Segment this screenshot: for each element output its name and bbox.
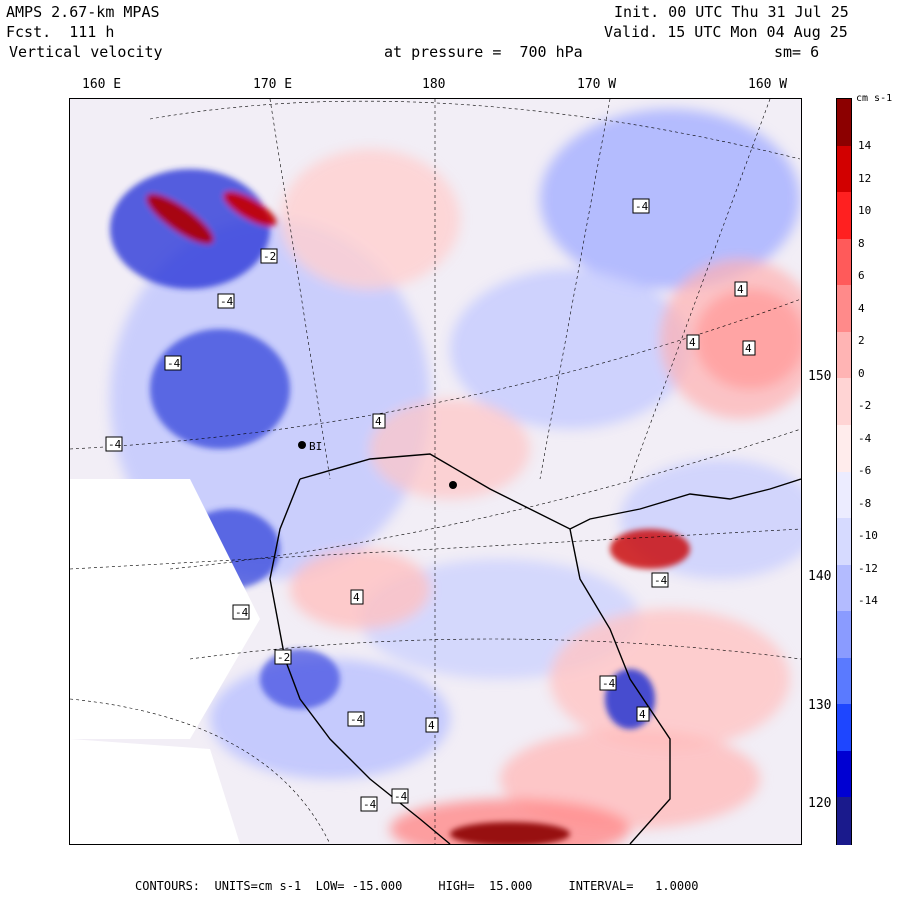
vertical-velocity-map: BI -4 4 4 4 -2 -4 4 -4 -4 -4 4 -2 -4 4 -…	[69, 98, 802, 845]
colorbar-segment	[837, 518, 851, 566]
colorbar-segment	[837, 145, 851, 193]
colorbar-tick-label: 4	[858, 301, 865, 315]
contour-label: -4	[602, 677, 616, 690]
colorbar-segment	[837, 704, 851, 752]
colorbar-segment	[837, 657, 851, 705]
contour-label: 4	[375, 415, 382, 428]
valid-time: Valid. 15 UTC Mon 04 Aug 25	[604, 23, 848, 41]
mountain-wave-features	[110, 169, 690, 844]
contour-label: 4	[353, 591, 360, 604]
map-field-svg: BI -4 4 4 4 -2 -4 4 -4 -4 -4 4 -2 -4 4 -…	[70, 99, 801, 844]
station-marker	[298, 441, 306, 449]
colorbar-tick-label: -12	[858, 561, 878, 575]
init-time: Init. 00 UTC Thu 31 Jul 25	[614, 3, 849, 21]
no-data-region	[70, 479, 260, 739]
colorbar-tick-label: 6	[858, 269, 865, 283]
colorbar-segment	[837, 471, 851, 519]
colorbar-segment	[837, 99, 851, 147]
colorbar-tick-label: 14	[858, 139, 872, 152]
forecast-hour: Fcst. 111 h	[6, 23, 115, 41]
contour-label: 4	[639, 708, 646, 721]
contour-label: -4	[235, 606, 249, 619]
graticule	[70, 99, 801, 844]
colorbar-tick-label: -2	[858, 399, 872, 413]
colorbar-tick-label: 10	[858, 204, 872, 218]
no-data-region-south	[70, 739, 240, 844]
colorbar-tick-label: -6	[858, 464, 872, 478]
colorbar-segment	[837, 238, 851, 286]
contour-label: -2	[277, 651, 290, 664]
colorbar-tick-label: -4	[858, 431, 872, 445]
smoothing-value: sm= 6	[774, 43, 820, 61]
colorbar-segment	[837, 797, 851, 845]
lon-label-170e: 170 E	[253, 77, 293, 92]
colorbar-unit: cm s-1	[856, 93, 893, 104]
colorbar-segment	[837, 750, 851, 798]
lon-label-160w: 160 W	[748, 77, 788, 92]
contour-label: -4	[635, 200, 649, 213]
lon-label-170w: 170 W	[577, 77, 617, 92]
contour-info-footer: CONTOURS: UNITS=cm s-1 LOW= -15.000 HIGH…	[135, 879, 699, 893]
colorbar-tick-label: 12	[858, 171, 872, 185]
contour-label: 4	[428, 719, 435, 732]
colorbar-segment	[837, 192, 851, 240]
lon-label-180: 180	[422, 77, 446, 92]
colorbar-tick-label: -10	[858, 529, 878, 543]
contour-label: -4	[350, 713, 364, 726]
contour-label: -4	[394, 790, 408, 803]
colorbar	[836, 98, 852, 845]
contour-label: -4	[108, 438, 122, 451]
colorbar-segment	[837, 331, 851, 379]
field-shading	[110, 109, 801, 844]
colorbar-tick-label: 0	[858, 366, 865, 380]
place-label: BI	[309, 440, 322, 453]
colorbar-segment	[837, 285, 851, 333]
colorbar-segment	[837, 564, 851, 612]
contour-label: 4	[689, 336, 696, 349]
contour-label: -4	[363, 798, 377, 811]
colorbar-tick-label: -14	[858, 594, 878, 608]
contour-labels: -4 4 4 4 -2 -4 4 -4 -4 -4 4 -2 -4 4 -4 4…	[105, 198, 756, 812]
colorbar-segment	[837, 424, 851, 472]
contour-label: 4	[737, 283, 744, 296]
field-name: Vertical velocity	[9, 43, 163, 61]
colorbar-tick-label: 2	[858, 334, 865, 348]
contour-label: 4	[745, 342, 752, 355]
contour-label: -4	[654, 574, 668, 587]
contour-label: -4	[167, 357, 181, 370]
station-marker-2	[449, 481, 457, 489]
contour-label: -4	[220, 295, 234, 308]
pressure-level: at pressure = 700 hPa	[384, 43, 583, 61]
colorbar-segment	[837, 611, 851, 659]
colorbar-segment	[837, 378, 851, 426]
contour-label: -2	[263, 250, 276, 263]
coastlines	[269, 453, 801, 844]
lon-label-160e: 160 E	[82, 77, 122, 92]
colorbar-tick-label: 8	[858, 236, 865, 250]
model-title: AMPS 2.67-km MPAS	[6, 3, 160, 21]
colorbar-tick-label: -8	[858, 496, 872, 510]
